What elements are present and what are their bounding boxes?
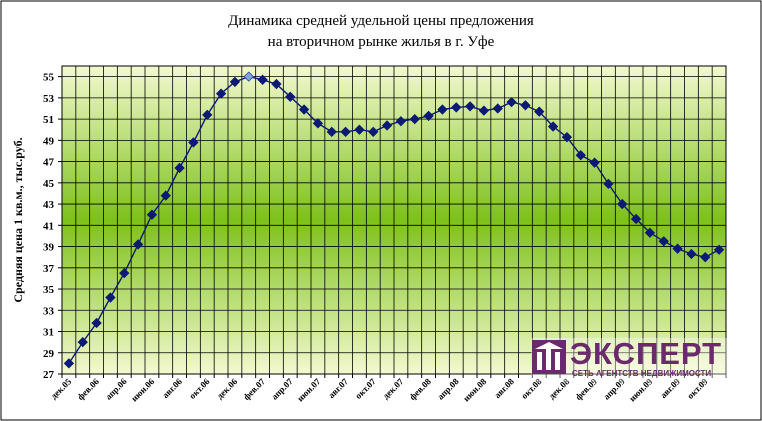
data-point — [105, 292, 116, 303]
y-tick-label: 27 — [43, 369, 55, 381]
data-point — [132, 239, 144, 250]
data-point — [229, 76, 241, 88]
data-point — [561, 131, 573, 143]
data-point — [603, 178, 614, 190]
data-point — [409, 113, 420, 125]
data-point — [285, 91, 296, 102]
data-point — [298, 104, 310, 115]
data-point — [354, 124, 365, 135]
data-point — [630, 213, 642, 225]
data-point — [534, 106, 545, 117]
data-point — [202, 109, 213, 121]
data-point — [520, 100, 531, 111]
data-point — [381, 120, 393, 131]
data-point — [713, 244, 725, 255]
y-tick-label: 51 — [43, 114, 54, 126]
data-point — [506, 96, 517, 108]
y-tick-label: 49 — [43, 135, 55, 147]
data-point — [644, 227, 656, 238]
data-point — [464, 101, 476, 112]
data-point — [478, 105, 490, 116]
data-point — [271, 78, 282, 90]
data-point — [547, 121, 559, 132]
logo-name: ЭКСПЕРТ — [570, 336, 722, 371]
data-point-highlighted — [243, 71, 254, 82]
series-price — [63, 71, 725, 369]
expert-logo: ЭКСПЕРТ СЕТЬ АГЕНТСТВ НЕДВИЖИМОСТИ — [531, 336, 727, 382]
y-tick-label: 31 — [43, 327, 54, 339]
y-tick-label: 53 — [43, 93, 55, 105]
data-point — [257, 74, 268, 85]
chart-title-line-1: Динамика средней удельной цены предложен… — [228, 13, 534, 29]
data-point — [672, 243, 683, 254]
y-axis-label: Средняя цена 1 кв.м., тыс.руб. — [11, 137, 25, 302]
data-point — [119, 267, 130, 279]
data-point — [368, 126, 379, 138]
data-point — [492, 103, 503, 114]
data-point — [617, 198, 628, 210]
data-point — [312, 118, 324, 129]
y-tick-label: 39 — [43, 242, 55, 254]
y-tick-label: 29 — [43, 348, 55, 360]
logo-building-icon — [532, 340, 566, 374]
y-tick-label: 43 — [43, 199, 55, 211]
y-tick-label: 33 — [43, 305, 55, 317]
data-point — [174, 162, 185, 174]
data-point — [658, 236, 669, 247]
y-tick-label: 37 — [43, 263, 55, 275]
data-point — [451, 102, 462, 113]
data-point — [700, 252, 711, 263]
y-tick-label: 55 — [43, 72, 55, 84]
data-point — [575, 150, 586, 161]
y-tick-label: 41 — [43, 220, 54, 232]
data-point — [215, 88, 227, 99]
data-point — [188, 137, 199, 148]
data-point — [395, 116, 407, 127]
data-point — [146, 209, 158, 220]
data-point — [340, 126, 351, 138]
data-point — [326, 126, 337, 138]
y-tick-label: 45 — [43, 178, 55, 190]
y-tick-label: 35 — [43, 284, 55, 296]
chart-title-line-2: на вторичном рынке жилья в г. Уфе — [268, 34, 495, 50]
data-point — [77, 336, 88, 348]
data-point — [589, 157, 600, 168]
data-point — [423, 110, 434, 122]
data-point — [160, 190, 171, 201]
y-axis-ticks: 27 29 31 33 35 37 39 41 43 45 47 49 51 53 55 — [43, 72, 62, 381]
logo-tagline: СЕТЬ АГЕНТСТВ НЕДВИЖИМОСТИ — [572, 369, 711, 378]
y-tick-label: 47 — [43, 157, 55, 169]
data-point — [91, 317, 102, 329]
data-point — [686, 248, 697, 260]
data-point — [63, 358, 75, 369]
series-line — [68, 75, 720, 364]
data-point — [437, 104, 448, 115]
